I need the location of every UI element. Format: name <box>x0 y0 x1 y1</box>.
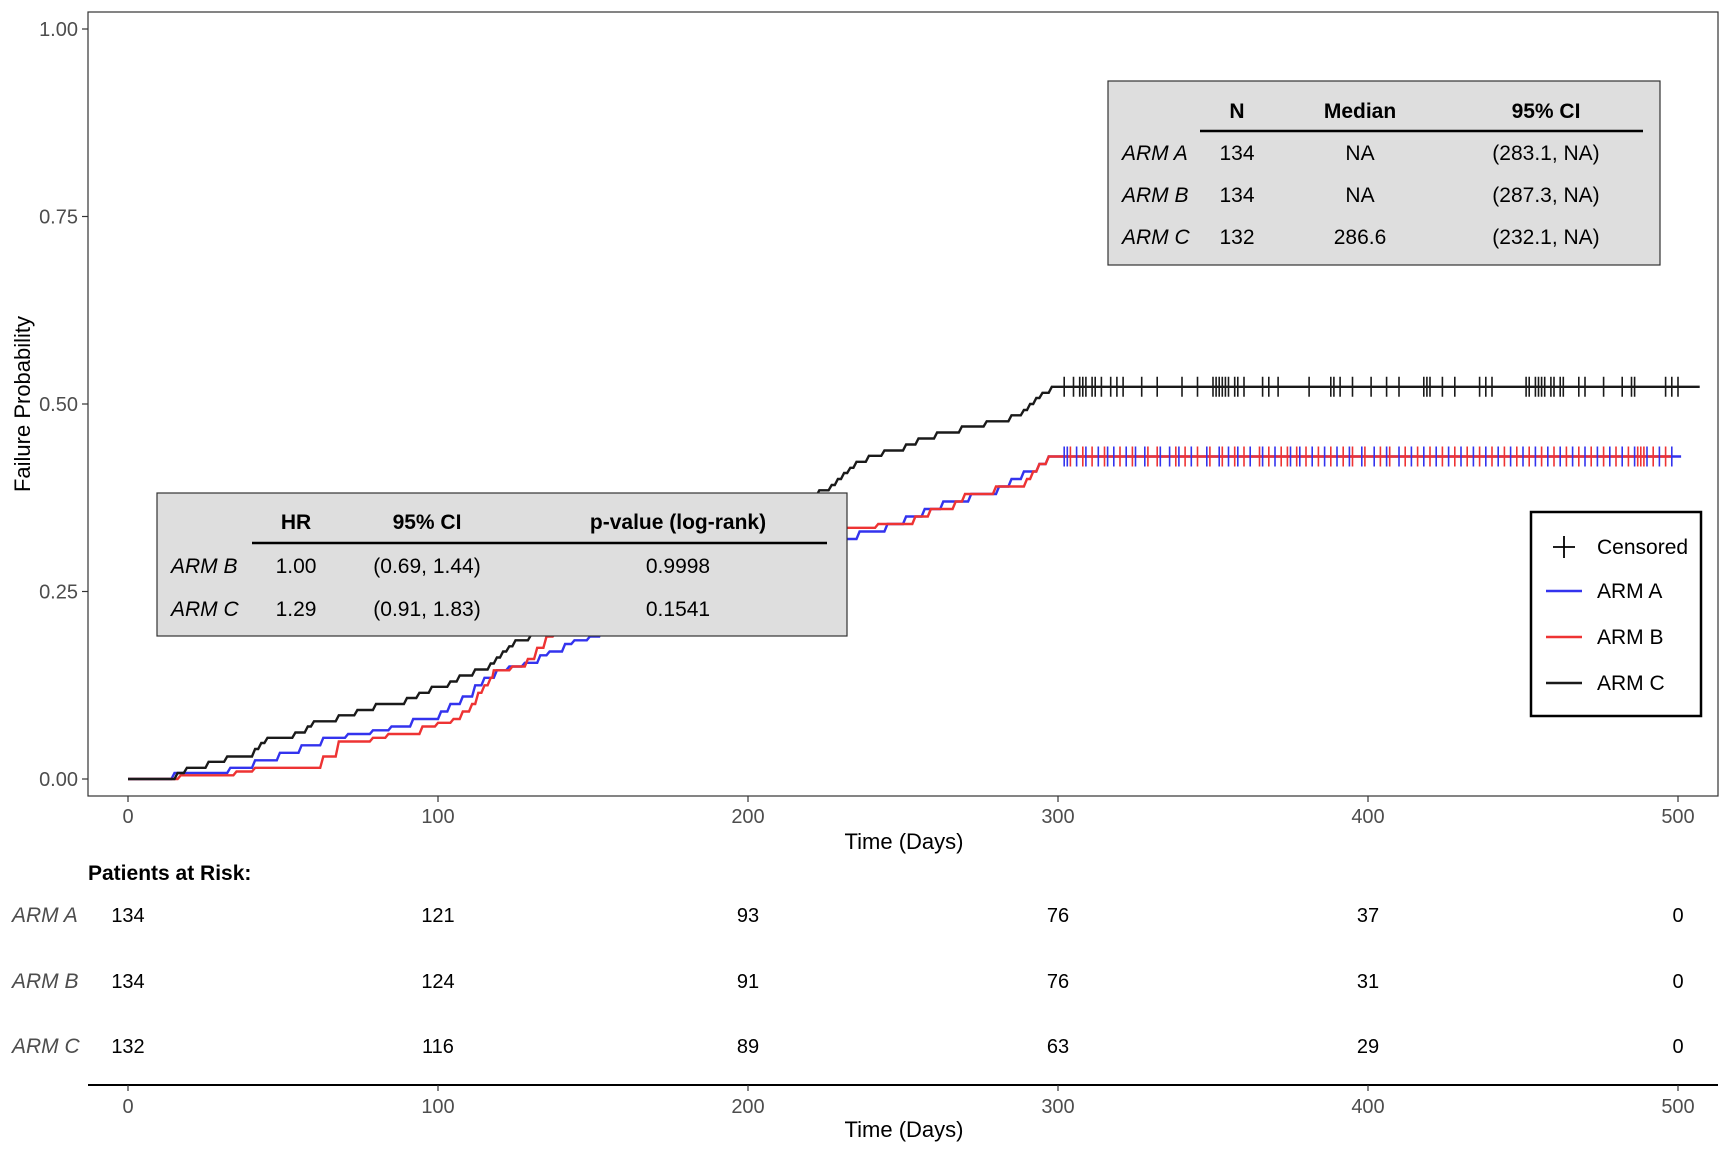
risk-row-label: ARM A <box>10 904 78 927</box>
risk-row-label: ARM B <box>10 970 79 993</box>
median-table: N Median 95% CI ARM A 134 NA (283.1, NA)… <box>1107 80 1661 266</box>
median-row-n: 132 <box>1219 226 1254 249</box>
median-row-label: ARM C <box>1120 226 1191 249</box>
risk-x-tick-label: 400 <box>1351 1096 1384 1118</box>
risk-count: 91 <box>737 971 759 993</box>
risk-count: 132 <box>111 1036 144 1058</box>
risk-count: 134 <box>111 905 144 927</box>
median-row-label: ARM A <box>1120 142 1188 165</box>
risk-count: 0 <box>1672 971 1683 993</box>
hr-table-box <box>156 492 848 637</box>
x-tick-label: 0 <box>122 806 133 828</box>
risk-x-tick-label: 200 <box>731 1096 764 1118</box>
legend-label: ARM C <box>1597 672 1665 695</box>
y-axis: 0.00 0.25 0.50 0.75 1.00 <box>39 19 88 791</box>
median-row-n: 134 <box>1219 142 1254 165</box>
hr-header-pvalue: p-value (log-rank) <box>590 511 766 534</box>
median-header-ci: 95% CI <box>1512 100 1581 123</box>
risk-x-tick-label: 0 <box>122 1096 133 1118</box>
x-axis-title: Time (Days) <box>845 829 964 854</box>
y-tick-label: 0.00 <box>39 769 78 791</box>
x-tick-label: 500 <box>1661 806 1694 828</box>
y-tick-label: 0.25 <box>39 582 78 604</box>
hr-header-hr: HR <box>281 511 311 534</box>
risk-x-tick-label: 100 <box>421 1096 454 1118</box>
hr-row-pvalue: 0.9998 <box>646 555 710 578</box>
risk-count: 124 <box>421 971 454 993</box>
legend: Censored ARM A ARM B ARM C <box>1529 510 1703 718</box>
median-row-median: NA <box>1345 142 1374 165</box>
x-tick-label: 300 <box>1041 806 1074 828</box>
hr-table: HR 95% CI p-value (log-rank) ARM B 1.00 … <box>156 492 848 637</box>
risk-row-label: ARM C <box>10 1035 81 1058</box>
x-tick-label: 200 <box>731 806 764 828</box>
risk-count: 0 <box>1672 905 1683 927</box>
risk-table-title: Patients at Risk: <box>88 862 251 885</box>
median-header-median: Median <box>1324 100 1396 123</box>
y-tick-label: 0.75 <box>39 207 78 229</box>
risk-x-tick-label: 300 <box>1041 1096 1074 1118</box>
median-header-n: N <box>1229 100 1244 123</box>
risk-count: 76 <box>1047 905 1069 927</box>
median-table-box <box>1107 80 1661 266</box>
risk-count: 37 <box>1357 905 1379 927</box>
hr-row-value: 1.00 <box>276 555 317 578</box>
legend-censored-label: Censored <box>1597 536 1688 559</box>
hr-row-label: ARM B <box>169 555 238 578</box>
median-row-ci: (232.1, NA) <box>1492 226 1599 249</box>
hr-row-label: ARM C <box>169 598 240 621</box>
hr-row-pvalue: 0.1541 <box>646 598 710 621</box>
risk-x-axis-title: Time (Days) <box>845 1117 964 1142</box>
risk-count: 134 <box>111 971 144 993</box>
risk-count: 89 <box>737 1036 759 1058</box>
legend-label: ARM B <box>1597 626 1664 649</box>
median-row-ci: (287.3, NA) <box>1492 184 1599 207</box>
hr-row-value: 1.29 <box>276 598 317 621</box>
legend-label: ARM A <box>1597 580 1662 603</box>
risk-count: 31 <box>1357 971 1379 993</box>
y-tick-label: 0.50 <box>39 394 78 416</box>
risk-x-tick-label: 500 <box>1661 1096 1694 1118</box>
x-axis: 0 100 200 300 400 500 <box>122 796 1695 828</box>
risk-count: 63 <box>1047 1036 1069 1058</box>
risk-count: 121 <box>421 905 454 927</box>
y-axis-title: Failure Probability <box>10 316 35 492</box>
median-row-n: 134 <box>1219 184 1254 207</box>
risk-count: 93 <box>737 905 759 927</box>
risk-count: 116 <box>422 1036 454 1058</box>
median-row-label: ARM B <box>1120 184 1189 207</box>
risk-count: 76 <box>1047 971 1069 993</box>
median-row-ci: (283.1, NA) <box>1492 142 1599 165</box>
y-tick-label: 1.00 <box>39 19 78 41</box>
x-tick-label: 400 <box>1351 806 1384 828</box>
median-row-median: 286.6 <box>1334 226 1387 249</box>
risk-count: 0 <box>1672 1036 1683 1058</box>
risk-table: ARM A 134 121 93 76 37 0 ARM B 134 124 91 76 31 0 ARM … <box>10 904 1684 1058</box>
median-row-median: NA <box>1345 184 1374 207</box>
risk-count: 29 <box>1357 1036 1379 1058</box>
risk-x-axis: 0 100 200 300 400 500 <box>122 1085 1695 1118</box>
x-tick-label: 100 <box>421 806 454 828</box>
hr-header-ci: 95% CI <box>393 511 462 534</box>
hr-row-ci: (0.91, 1.83) <box>373 598 480 621</box>
hr-row-ci: (0.69, 1.44) <box>373 555 480 578</box>
censor-marks <box>1063 376 1679 467</box>
